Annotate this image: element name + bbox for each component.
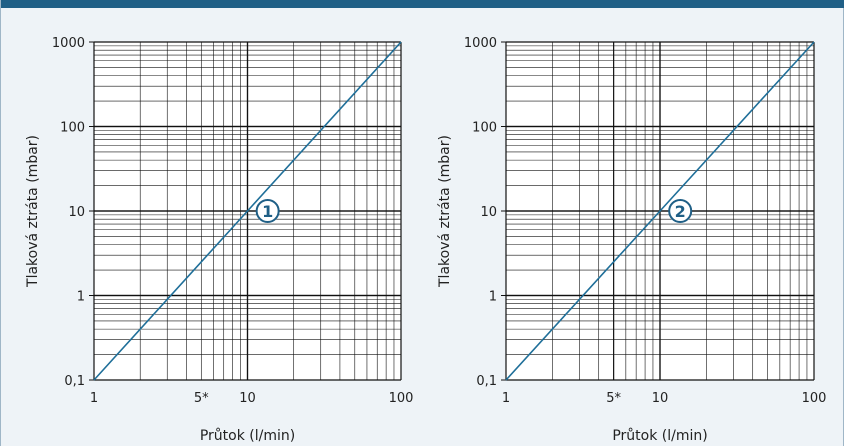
x-tick-label: 10: [652, 391, 669, 406]
callout-badge-label: 2: [675, 202, 686, 221]
chart-1: 1 5* 10 100 0,1 1 10 100 1000 Průtok (l/min) Tlako…: [25, 36, 413, 444]
callout-badge-1: [255, 199, 280, 223]
y-tick-label: 100: [472, 121, 497, 136]
x-axis-title: Průtok (l/min): [200, 428, 295, 444]
x-tick-label: 100: [389, 391, 414, 406]
series-line-1: [93, 41, 402, 381]
x-tick-label: 5*: [194, 391, 209, 406]
y-tick-label: 0,1: [64, 374, 85, 389]
callout-badge-label: 1: [262, 202, 273, 221]
x-tick-label: 1: [502, 391, 510, 406]
callout-badge-2: [668, 199, 693, 223]
y-tick-label: 1000: [52, 36, 85, 51]
x-axis-title: Průtok (l/min): [612, 428, 707, 444]
y-tick-label: 10: [480, 205, 497, 220]
x-tick-label: 1: [90, 391, 98, 406]
y-tick-label: 0,1: [476, 374, 497, 389]
y-axis-title: Tlaková ztráta (mbar): [437, 135, 453, 288]
x-tick-label: 100: [802, 391, 827, 406]
x-tick-label: 10: [239, 391, 256, 406]
chart-2: 1 5* 10 100 0,1 1 10 100 1000 Průtok (l/min) Tlako…: [437, 36, 826, 444]
y-axis-title: Tlaková ztráta (mbar): [25, 135, 41, 288]
y-tick-label: 10: [68, 205, 85, 220]
y-tick-label: 100: [60, 121, 85, 136]
x-tick-label: 5*: [606, 391, 621, 406]
y-tick-label: 1: [489, 290, 497, 305]
series-line-1: [505, 41, 815, 381]
header-bar: [1, 0, 844, 8]
y-tick-label: 1000: [464, 36, 497, 51]
y-tick-label: 1: [77, 290, 85, 305]
